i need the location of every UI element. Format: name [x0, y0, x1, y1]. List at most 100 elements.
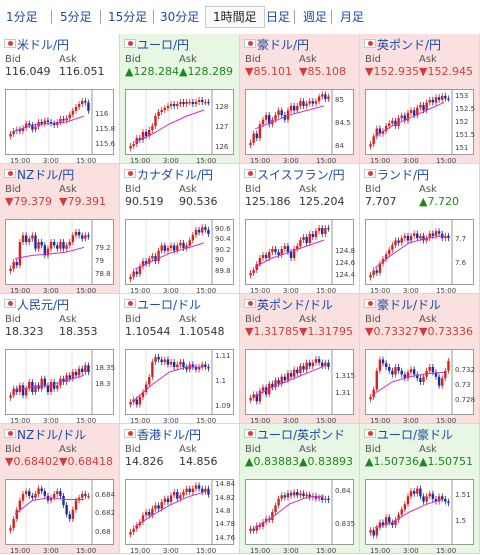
candle [286, 493, 290, 498]
rate-card[interactable]: 英ポンド/ドル Bid Ask ▼1.31785 ▼1.31795 1.315 1.31 15… [240, 294, 360, 424]
pair-name-link[interactable]: 豪ドル/ドル [377, 298, 442, 312]
rate-card[interactable]: カナダドル/円 Bid Ask 90.519 90.536 90.6 90.4 90.2 90 8… [120, 164, 240, 294]
candlestick-chart [129, 350, 213, 414]
y-tick-label: 90.6 [215, 224, 231, 233]
rate-card[interactable]: ユーロ/英ポンド Bid Ask ▲0.83883 ▲0.83893 0.84 0.835 1… [240, 424, 360, 554]
rate-card[interactable]: NZドル/ドル Bid Ask ▼0.68402 ▼0.68418 0.684 0.682 0… [0, 424, 120, 554]
candle [12, 131, 15, 134]
candle [302, 366, 305, 370]
rate-card[interactable]: ユーロ/円 Bid Ask ▲128.284 ▲128.289 128 127 126 15:0… [120, 34, 240, 164]
candle [271, 512, 274, 520]
candle [441, 496, 444, 499]
candlestick-chart [9, 350, 93, 414]
tab-15min[interactable]: 15分足 [108, 10, 148, 24]
rate-card[interactable]: ランド/円 Bid Ask 7.707 ▲7.720 7.7 7.6 15:00 3:00 15:… [360, 164, 480, 294]
y-tick-label: 90 [215, 256, 224, 265]
candle [197, 229, 201, 233]
tab-30min[interactable]: 30分足 [160, 10, 200, 24]
candlestick-chart [129, 220, 213, 284]
y-tick-label: 0.84 [335, 487, 351, 495]
mini-chart[interactable]: 14.84 14.82 14.8 14.78 14.76 [125, 479, 235, 545]
pair-name-link[interactable]: ユーロ/円 [137, 38, 190, 52]
pair-name-link[interactable]: NZドル/ドル [17, 428, 87, 442]
candle [280, 249, 283, 255]
candle [28, 238, 31, 242]
mini-chart[interactable]: 90.6 90.4 90.2 90 89.8 [125, 219, 234, 285]
rate-card[interactable]: 香港ドル/円 Bid Ask 14.826 14.856 14.84 14.82 14.8 14… [120, 424, 240, 554]
candle [409, 369, 413, 373]
rate-card[interactable]: スイスフラン/円 Bid Ask 125.186 125.204 124.8 124.6 12… [240, 164, 360, 294]
mini-chart[interactable]: 124.8 124.6 124.4 [245, 219, 355, 285]
candle [296, 492, 299, 496]
pair-name-link[interactable]: ユーロ/英ポンド [257, 428, 346, 442]
pair-name-link[interactable]: 米ドル/円 [17, 38, 70, 52]
pair-name-link[interactable]: 英ポンド/円 [377, 38, 442, 52]
mini-chart[interactable]: 79.2 79 78.8 [5, 219, 114, 285]
rate-card[interactable]: 豪ドル/ドル Bid Ask ▼0.73327 ▼0.73336 0.732 0.73 0.7… [360, 294, 480, 424]
mini-chart[interactable]: 128 127 126 [125, 89, 234, 155]
bid-value: 18.323 [5, 325, 44, 338]
y-tick-label: 18.35 [95, 363, 116, 372]
candle [434, 97, 438, 103]
rate-card[interactable]: 米ドル/円 Bid Ask 116.049 116.051 116 115.8 115.6 15… [0, 34, 120, 164]
tab-5min[interactable]: 5分足 [60, 10, 92, 24]
mini-chart[interactable]: 153 152.5 152 151.5 151 [365, 89, 475, 155]
candle [34, 235, 37, 249]
rate-card[interactable]: 英ポンド/円 Bid Ask ▼152.935 ▼152.945 153 152.5 152 1… [360, 34, 480, 164]
mini-chart[interactable]: 0.684 0.682 0.68 [5, 479, 115, 545]
candle [144, 384, 148, 392]
candle [255, 394, 258, 402]
mini-chart[interactable]: 18.35 18.3 [5, 349, 116, 415]
rate-card[interactable]: ユーロ/ドル Bid Ask 1.10544 1.10548 1.11 1.1 1.09 15:… [120, 294, 240, 424]
tab-daily[interactable]: 日足 [266, 10, 291, 24]
pair-name-link[interactable]: スイスフラン/円 [257, 168, 345, 182]
candle [444, 370, 447, 379]
candle [9, 134, 12, 137]
mini-chart[interactable]: 1.51 1.5 [365, 479, 474, 545]
pair-name-link[interactable]: 英ポンド/ドル [257, 298, 334, 312]
rate-card[interactable]: ユーロ/豪ドル Bid Ask ▲1.50736 ▲1.50751 1.51 1.5 15:0… [360, 424, 480, 554]
rate-card[interactable]: 豪ドル/円 Bid Ask ▼85.101 ▼85.108 85 84.5 84 15:00 3:… [240, 34, 360, 164]
candle [154, 357, 157, 362]
y-tick-label: 14.8 [215, 507, 231, 515]
ask-label: Ask [299, 184, 317, 195]
pair-name-link[interactable]: 香港ドル/円 [137, 428, 202, 442]
tab-1min[interactable]: 1分足 [6, 10, 38, 24]
pair-name-link[interactable]: NZドル/円 [17, 168, 75, 182]
pair-name-link[interactable]: 豪ドル/円 [257, 38, 310, 52]
candle [138, 266, 142, 275]
rate-card[interactable]: NZドル/円 Bid Ask ▼79.379 ▼79.391 79.2 79 78.8 15:0… [0, 164, 120, 294]
mini-chart[interactable]: 116 115.8 115.6 [5, 89, 115, 155]
uk-flag-icon [364, 39, 376, 48]
mini-chart[interactable]: 1.315 1.31 [245, 349, 355, 415]
candle [258, 525, 262, 527]
ask-label: Ask [179, 184, 197, 195]
candle [299, 366, 302, 374]
pair-name-link[interactable]: ユーロ/ドル [137, 298, 202, 312]
candle [24, 235, 28, 242]
bid-value: ▲1.50736 [365, 455, 419, 468]
candle [302, 493, 305, 496]
candle [292, 369, 296, 377]
mini-chart[interactable]: 0.84 0.835 [245, 479, 355, 545]
candle [18, 242, 22, 266]
tab-weekly[interactable]: 週足 [303, 10, 328, 24]
candle [400, 238, 403, 243]
mini-chart[interactable]: 85 84.5 84 [245, 89, 354, 155]
tab-monthly[interactable]: 月足 [340, 10, 365, 24]
bid-value: 125.186 [245, 195, 291, 208]
tab-1hour[interactable]: 1時間足 [205, 6, 265, 28]
candle [160, 245, 163, 251]
nz-flag-icon [4, 169, 16, 178]
pair-name-link[interactable]: ランド/円 [377, 168, 430, 182]
mini-chart[interactable]: 0.732 0.73 0.728 [365, 349, 475, 415]
mini-chart[interactable]: 1.11 1.1 1.09 [125, 349, 234, 415]
pair-name-link[interactable]: ユーロ/豪ドル [377, 428, 454, 442]
rate-card[interactable]: 人民元/円 Bid Ask 18.323 18.353 18.35 18.3 15:00 3:0… [0, 294, 120, 424]
bid-value: ▲0.83883 [245, 455, 299, 468]
pair-name-link[interactable]: 人民元/円 [17, 298, 70, 312]
candle [406, 372, 410, 379]
mini-chart[interactable]: 7.7 7.6 [365, 219, 474, 285]
candle [314, 359, 318, 363]
pair-name-link[interactable]: カナダドル/円 [137, 168, 214, 182]
